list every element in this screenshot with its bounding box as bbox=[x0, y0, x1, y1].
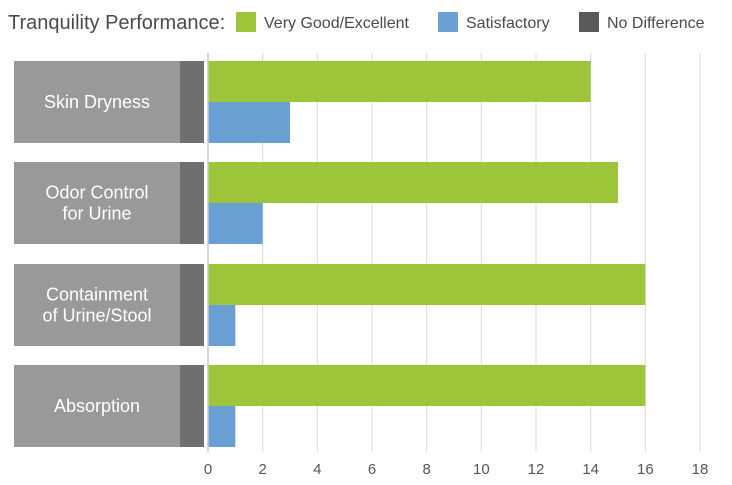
x-tick-label-2: 2 bbox=[258, 461, 266, 478]
x-tick-label-10: 10 bbox=[473, 461, 490, 478]
x-tick-label-12: 12 bbox=[528, 461, 545, 478]
x-tick-label-4: 4 bbox=[313, 461, 321, 478]
bar-absorption-very-good-excellent bbox=[208, 365, 646, 406]
bar-odor-control-for-urine-satisfactory bbox=[208, 203, 263, 244]
category-label-absorption: Absorption bbox=[54, 396, 140, 416]
x-tick-label-18: 18 bbox=[692, 461, 709, 478]
legend-swatch-satisfactory bbox=[438, 12, 458, 32]
category-label-containment-of-urine-stool-line-2: of Urine/Stool bbox=[42, 306, 151, 326]
bar-odor-control-for-urine-very-good-excellent bbox=[208, 162, 618, 203]
x-tick-label-0: 0 bbox=[204, 461, 212, 478]
x-tick-label-6: 6 bbox=[368, 461, 376, 478]
legend-label-satisfactory: Satisfactory bbox=[466, 15, 550, 32]
legend-swatch-very-good-excellent bbox=[236, 12, 256, 32]
gridlines bbox=[262, 53, 701, 452]
legend-label-very-good-excellent: Very Good/Excellent bbox=[264, 15, 410, 32]
x-tick-label-8: 8 bbox=[422, 461, 430, 478]
bar-skin-dryness-satisfactory bbox=[208, 102, 290, 143]
category-label-odor-control-for-urine-line-2: for Urine bbox=[62, 204, 131, 224]
x-tick-label-14: 14 bbox=[582, 461, 599, 478]
legend-swatch-no-difference bbox=[579, 12, 599, 32]
category-panel-odor-control-for-urine bbox=[14, 162, 180, 244]
category-panel-absorption bbox=[14, 365, 180, 447]
category-shadow-odor-control-for-urine bbox=[180, 162, 204, 244]
category-panel-skin-dryness bbox=[14, 61, 180, 143]
category-label-containment-of-urine-stool-line-1: Containment bbox=[46, 285, 148, 305]
bar-absorption-satisfactory bbox=[208, 406, 236, 447]
bar-containment-of-urine-stool-satisfactory bbox=[208, 305, 236, 346]
category-shadow-containment-of-urine-stool bbox=[180, 264, 204, 346]
x-axis: 0 2 4 6 8 10 12 14 16 18 bbox=[204, 53, 709, 478]
category-label-skin-dryness: Skin Dryness bbox=[44, 92, 150, 112]
x-tick-label-16: 16 bbox=[637, 461, 654, 478]
category-shadow-skin-dryness bbox=[180, 61, 204, 143]
category-label-odor-control-for-urine-line-1: Odor Control bbox=[45, 183, 148, 203]
bar-containment-of-urine-stool-very-good-excellent bbox=[208, 264, 646, 305]
category-shadow-absorption bbox=[180, 365, 204, 447]
bars bbox=[208, 61, 646, 447]
bar-skin-dryness-very-good-excellent bbox=[208, 61, 591, 102]
legend: Tranquility Performance: Very Good/Excel… bbox=[8, 12, 705, 34]
chart-title: Tranquility Performance: bbox=[8, 12, 225, 34]
category-panel-containment-of-urine-stool bbox=[14, 264, 180, 346]
legend-label-no-difference: No Difference bbox=[607, 15, 705, 32]
